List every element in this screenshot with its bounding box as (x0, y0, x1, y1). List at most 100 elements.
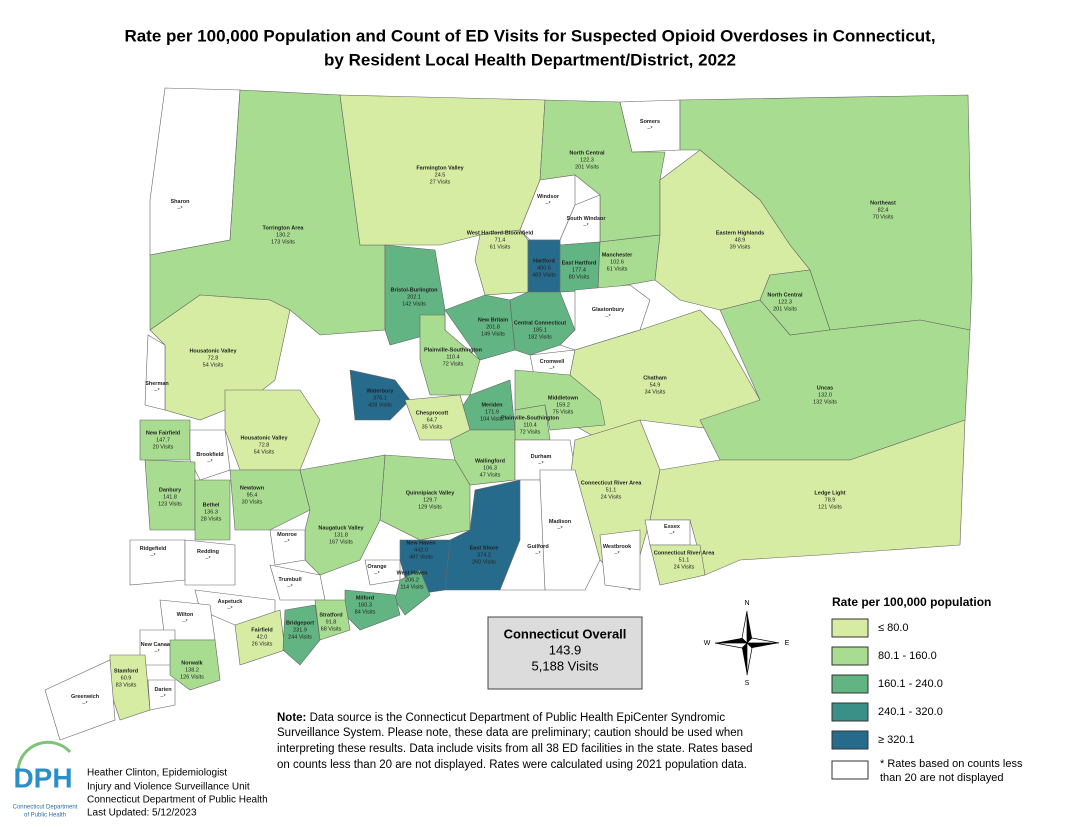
legend-swatch (831, 674, 869, 694)
region-visits: 75 Visits (553, 409, 574, 415)
region-rate: –* (207, 459, 213, 465)
region-name: Plainville-Southington (501, 415, 560, 421)
region-name: Central Connecticut (514, 320, 566, 326)
region-rate: 400.6 (537, 265, 551, 271)
region-name: Bristol-Burlington (390, 287, 438, 293)
region-rate: –* (82, 701, 88, 707)
region-name: Westbrook (603, 544, 632, 550)
region-name: Essex (664, 524, 681, 530)
region-rate: 110.4 (446, 354, 459, 360)
region-rate: 160.3 (358, 602, 372, 608)
overall-title: Connecticut Overall (504, 626, 627, 641)
credit: Heather Clinton, Epidemiologist (87, 768, 227, 779)
region-visits: 28 Visits (201, 516, 222, 522)
region-rate: –* (583, 223, 589, 229)
region-name: Farmington Valley (416, 165, 464, 171)
title-line: Rate per 100,000 Population and Count of… (124, 26, 935, 45)
region-name: Orange (367, 564, 386, 570)
region-name: Northeast (870, 200, 896, 206)
region-name: Fairfield (251, 627, 272, 633)
overall-rate: 143.9 (549, 642, 582, 657)
region-name: Torrington Area (263, 225, 305, 231)
note-line: Data source is the Connecticut Departmen… (306, 712, 725, 724)
region (299, 454, 386, 576)
compass-e: E (785, 640, 790, 647)
legend-swatch (831, 618, 869, 638)
region-name: Uncas (817, 385, 834, 391)
legend-label: 80.1 - 160.0 (878, 650, 937, 662)
region-name: East Shore (470, 545, 499, 551)
region-rate: –* (535, 551, 541, 557)
region-visits: 483 Visits (532, 272, 556, 278)
region-name: Plainville-Southington (424, 347, 483, 353)
region-name: New Fairfield (146, 430, 180, 436)
region-visits: 34 Visits (645, 389, 666, 395)
region-rate: 122.3 (778, 299, 792, 305)
region-visits: 70 Visits (873, 214, 894, 220)
overall-box (487, 616, 643, 690)
region-rate: 374.2 (477, 552, 491, 558)
region-name: Sherman (145, 381, 169, 387)
region-rate: –* (154, 388, 160, 394)
legend: ≤ 80.0 80.1 - 160.0 160.1 - 240.0 240.1 - 3… (831, 618, 943, 750)
region (282, 604, 321, 666)
region-visits: 54 Visits (203, 362, 224, 368)
legend-title: Rate per 100,000 population (832, 595, 991, 609)
region (599, 529, 641, 591)
region-name: South Windsor (566, 216, 606, 222)
region-rate: 141.8 (163, 494, 177, 500)
region-visits: 68 Visits (321, 626, 342, 632)
region-visits: 129 Visits (418, 504, 442, 510)
region (229, 469, 311, 531)
region-name: Hartford (533, 258, 555, 264)
region-rate: –* (545, 201, 551, 207)
region-visits: 83 Visits (116, 682, 137, 688)
region-rate: –* (287, 584, 293, 590)
region-visits: 24 Visits (674, 564, 695, 570)
region-rate: –* (160, 694, 166, 700)
region-rate: 129.7 (423, 497, 437, 503)
region-name: Eastern Highlands (716, 230, 764, 236)
region-visits: 104 Visits (480, 416, 504, 422)
region-name: Waterbury (367, 388, 395, 394)
region-visits: 121 Visits (818, 504, 842, 510)
region-rate: 72.8 (259, 442, 270, 448)
legend-swatch (831, 702, 869, 722)
region-rate: –* (549, 366, 555, 372)
region-name: Guilford (527, 544, 548, 550)
region-rate: 206.2 (405, 577, 419, 583)
region-visits: 84 Visits (355, 609, 376, 615)
region-visits: 114 Visits (400, 584, 424, 590)
note-line: Surveillance System. Please note, these … (277, 727, 743, 739)
region-rate: 72.8 (208, 355, 219, 361)
legend-label: ≥ 320.1 (878, 734, 915, 746)
region-name: Trumbull (278, 577, 302, 583)
region-name: Sharon (171, 199, 191, 205)
region-rate: 131.8 (334, 532, 348, 538)
region-name: Ledge Light (814, 490, 845, 496)
region-rate: 231.9 (293, 627, 307, 633)
region-visits: 20 Visits (153, 444, 174, 450)
region-visits: 61 Visits (607, 266, 628, 272)
region-name: West Hartford-Bloomfield (467, 230, 534, 236)
logo-arc (16, 740, 72, 771)
region-name: Danbury (159, 487, 182, 493)
region-rate: 171.9 (485, 409, 499, 415)
region-rate: 138.2 (185, 667, 199, 673)
region-visits: 132 Visits (813, 399, 837, 405)
region-visits: 428 Visits (368, 402, 392, 408)
legend-label: 160.1 - 240.0 (878, 678, 943, 690)
region-rate: 91.8 (326, 619, 337, 625)
region-rate: 110.4 (523, 422, 536, 428)
region-visits: 201 Visits (773, 306, 797, 312)
region-name: Norwalk (181, 660, 203, 666)
region-name: Chatham (643, 375, 667, 381)
region-rate: 147.7 (156, 437, 170, 443)
region-name: Manchester (602, 252, 633, 258)
region-name: Greenwich (71, 694, 100, 700)
legend-swatch (831, 730, 869, 750)
logo-caption: of Public Health (24, 813, 66, 819)
region-visits: 30 Visits (242, 499, 263, 505)
region (147, 679, 176, 711)
